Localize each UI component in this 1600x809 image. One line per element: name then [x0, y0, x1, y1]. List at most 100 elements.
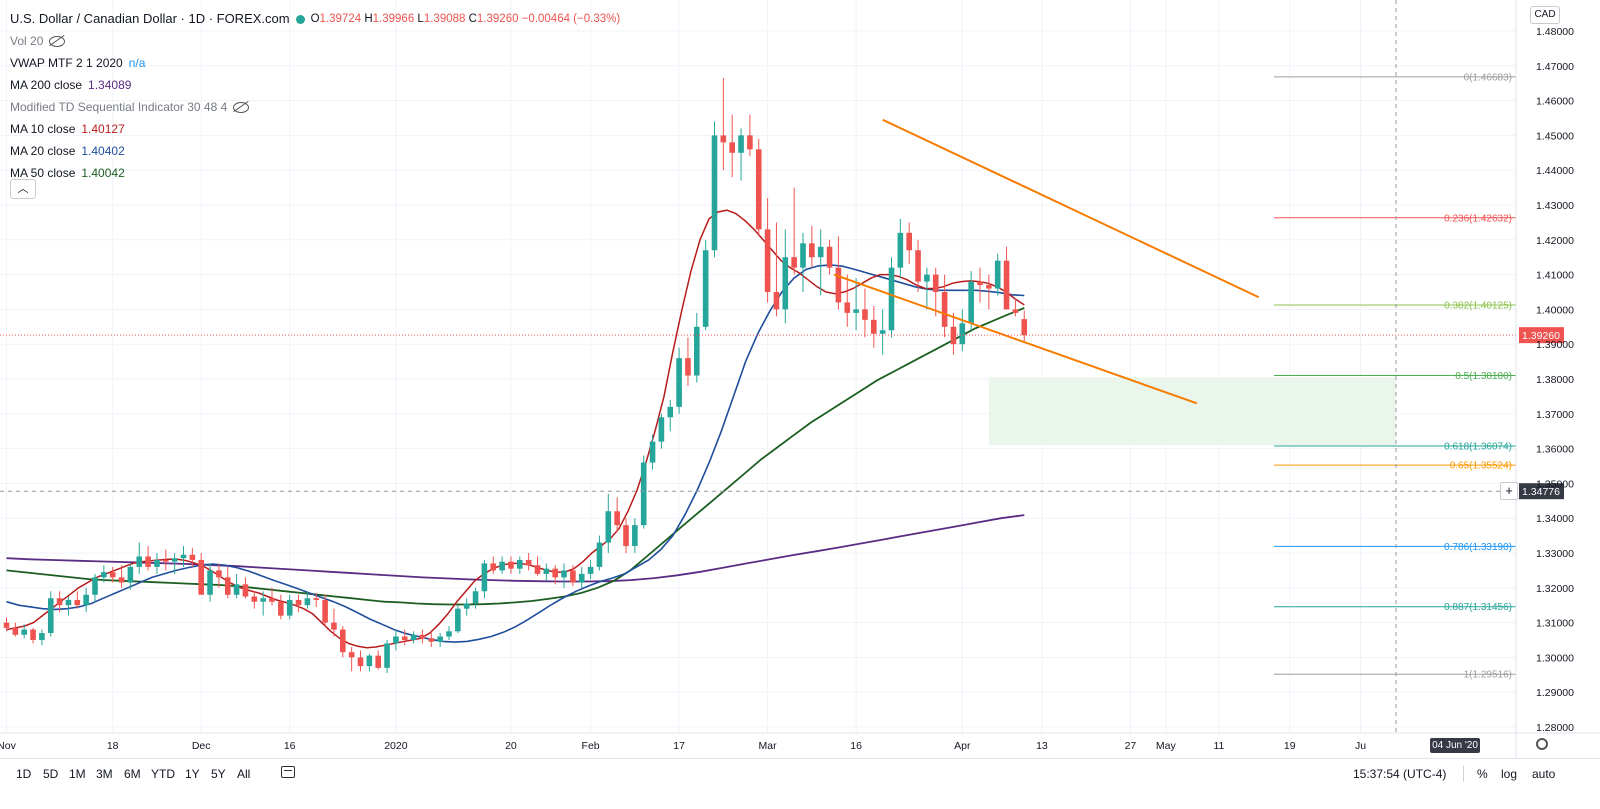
candle-body [578, 573, 585, 583]
indicator-value: 1.34089 [88, 78, 132, 92]
indicator-row[interactable]: MA 50 close 1.40042 [10, 162, 620, 184]
price-chart[interactable]: 0(1.46683) 0.236(1.42632) 0.382(1.40125) 0.… [0, 0, 1600, 758]
candle-body [809, 243, 815, 258]
ma200-line [6, 514, 1025, 583]
y-tick-label: 1.38000 [1536, 374, 1574, 386]
candle-body [720, 135, 727, 143]
symbol-title[interactable]: U.S. Dollar / Canadian Dollar · 1D · FOR… [10, 11, 290, 26]
timeframe-button[interactable]: 6M [124, 767, 141, 781]
candle-body [180, 554, 187, 559]
y-tick-label: 1.34000 [1536, 513, 1574, 525]
candle-body [171, 558, 178, 562]
candle-body [676, 358, 682, 407]
indicator-value: 1.40402 [81, 144, 125, 158]
timeframe-button[interactable]: 5Y [211, 767, 226, 781]
candle-body [871, 319, 877, 334]
y-tick-label: 1.44000 [1536, 165, 1574, 177]
trendline [833, 273, 1198, 405]
indicator-label: MA 50 close [10, 166, 76, 180]
candle-body [817, 246, 824, 258]
x-tick-label: Dec [192, 740, 211, 752]
candle-body [977, 281, 983, 286]
candle-body [835, 267, 842, 303]
collapse-legend-button[interactable]: ︿ [10, 179, 36, 199]
candle-body [154, 559, 160, 567]
x-tick-label: 11 [1213, 740, 1224, 752]
toolbar-divider [1463, 766, 1464, 782]
x-tick-label: Nov [0, 740, 17, 752]
fib-level-label: 0.65(1.35524) [1450, 461, 1512, 472]
candle-body [348, 652, 355, 658]
timeframe-button[interactable]: YTD [151, 767, 175, 781]
candle-body [47, 598, 54, 634]
tick-labels: 1.48000 1.47000 1.46000 1.45000 1.44000 1.430… [0, 26, 1574, 752]
crosshair-price-text: 1.34776 [1522, 486, 1560, 498]
candle-body [800, 243, 806, 268]
candle-body [216, 570, 222, 578]
timeframe-button[interactable]: 5D [43, 767, 59, 781]
indicator-row[interactable]: Vol 20 [10, 30, 620, 52]
candle-body [711, 135, 718, 251]
candle-body [118, 577, 125, 583]
y-tick-label: 1.37000 [1536, 409, 1574, 421]
target-zone-rect [988, 377, 1396, 446]
x-tick-label: 16 [284, 740, 296, 752]
indicator-row[interactable]: MA 200 close 1.34089 [10, 74, 620, 96]
log-toggle[interactable]: log [1501, 767, 1518, 781]
candle-body [853, 309, 859, 313]
y-tick-label: 1.46000 [1536, 96, 1574, 108]
candle-body [410, 634, 417, 640]
candle-body [207, 570, 213, 595]
candle-body [915, 250, 921, 282]
last-price-text: 1.39260 [1522, 330, 1560, 342]
percent-toggle[interactable]: % [1477, 767, 1488, 781]
gear-icon[interactable] [1536, 738, 1548, 750]
auto-toggle[interactable]: auto [1532, 767, 1556, 781]
crosshair-price-tag [1519, 483, 1564, 500]
x-tick-label: Apr [954, 740, 971, 752]
indicator-row[interactable]: MA 20 close 1.40402 [10, 140, 620, 162]
hidden-eye-icon[interactable] [233, 101, 250, 113]
candle-body [198, 559, 204, 595]
candle-body [428, 638, 435, 642]
timeframe-button[interactable]: 3M [96, 767, 113, 781]
axes: 1.39260 1.34776 [0, 0, 1600, 758]
candle-body [879, 330, 886, 334]
timeframe-button[interactable]: 1D [16, 767, 32, 781]
y-tick-label: 1.41000 [1536, 270, 1574, 282]
target-zone [988, 377, 1396, 446]
bottom-toolbar: 1D 5D 1M 3M 6M YTD 1Y 5Y All 15:37:54 (UTC-4) % … [0, 758, 1600, 791]
candle-body [65, 599, 72, 606]
y-tick-label: 1.48000 [1536, 26, 1574, 38]
indicator-row[interactable]: Modified TD Sequential Indicator 30 48 4 [10, 96, 620, 118]
y-tick-label: 1.30000 [1536, 652, 1574, 664]
indicator-row[interactable]: MA 10 close 1.40127 [10, 118, 620, 140]
hidden-eye-icon[interactable] [49, 35, 66, 47]
candle-body [224, 577, 231, 595]
candle-body [340, 629, 346, 653]
timeframe-button[interactable]: 1M [69, 767, 86, 781]
indicator-value: 1.40127 [81, 122, 125, 136]
candle-body [614, 511, 620, 526]
indicator-label: MA 10 close [10, 122, 76, 136]
timeframe-button[interactable]: 1Y [185, 767, 200, 781]
candle-body [596, 542, 603, 567]
indicator-row[interactable]: VWAP MTF 2 1 2020 n/a [10, 52, 620, 74]
candle-body [481, 563, 488, 592]
candle-body [472, 591, 479, 604]
currency-label: CAD [1530, 6, 1560, 24]
candle-body [605, 511, 612, 543]
candle-body [233, 584, 240, 595]
candle-body [322, 599, 328, 623]
candle-body [702, 250, 709, 327]
y-tick-label: 1.39000 [1536, 339, 1574, 351]
candle-body [773, 292, 780, 310]
candle-body [738, 135, 744, 153]
add-alert-plus-icon[interactable]: + [1500, 482, 1518, 500]
date-range-calendar-icon[interactable] [281, 766, 295, 778]
timeframe-button[interactable]: All [237, 767, 251, 781]
candle-body [552, 568, 558, 578]
candle-body [1012, 309, 1019, 313]
x-tick-label: May [1156, 740, 1177, 752]
y-tick-label: 1.33000 [1536, 548, 1574, 560]
